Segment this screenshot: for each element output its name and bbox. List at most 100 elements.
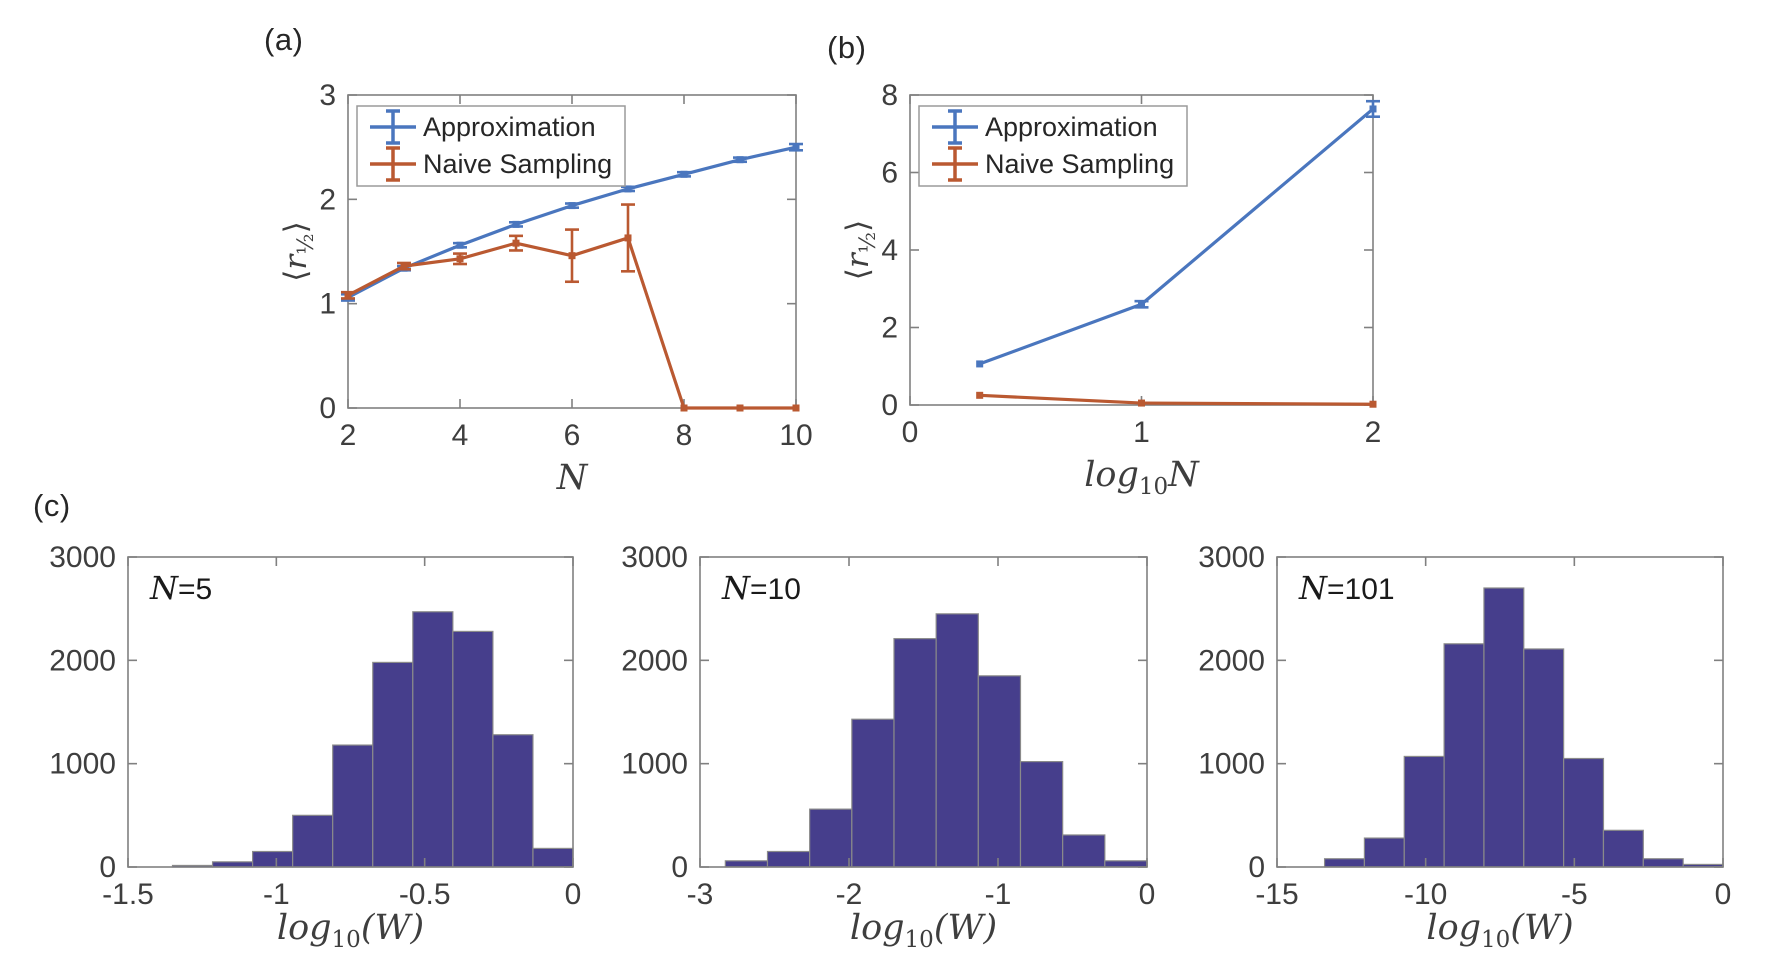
svg-text:0: 0	[902, 416, 919, 449]
legend-entry: Naive Sampling	[985, 149, 1174, 179]
ticks: -15 -10 -5 0 0 1000 2000 3000	[1198, 541, 1731, 911]
chart-c1: -1.5 -1 -0.5 0 0 1000 2000 3000 N=5 log10(W)	[49, 541, 581, 953]
series-approximation	[341, 142, 803, 302]
ticks: 0 1 2 0 2 4 6 8	[881, 79, 1381, 449]
histogram-bar	[1642, 858, 1684, 868]
x-axis-label: log10N	[1084, 455, 1200, 500]
svg-text:-2: -2	[836, 878, 863, 911]
histogram-bars	[1323, 587, 1724, 868]
y-axis-label: ⟨r½⟩	[278, 221, 319, 281]
svg-text:0: 0	[99, 851, 116, 884]
histogram-bars	[724, 613, 1148, 868]
svg-text:-10: -10	[1404, 878, 1447, 911]
svg-text:2000: 2000	[621, 644, 688, 677]
histogram-bars	[171, 611, 574, 868]
svg-text:10: 10	[779, 419, 812, 452]
chart-b: 0 1 2 0 2 4 6 8 Approximation Naive Sampling log10…	[840, 79, 1381, 500]
panel-label-b: (b)	[827, 30, 867, 65]
svg-text:-1.5: -1.5	[102, 878, 154, 911]
histogram-bar	[1323, 858, 1366, 868]
svg-text:4: 4	[881, 234, 898, 267]
svg-text:0: 0	[881, 389, 898, 422]
series-approximation	[976, 99, 1380, 368]
histogram-bar	[532, 847, 574, 868]
svg-text:0: 0	[1139, 878, 1156, 911]
histogram-bar	[766, 850, 811, 868]
histogram-bar	[724, 860, 769, 868]
svg-text:3000: 3000	[1198, 541, 1265, 574]
svg-text:2: 2	[340, 419, 357, 452]
histogram-bar	[809, 808, 853, 868]
histogram-bar	[851, 718, 895, 868]
svg-text:2: 2	[881, 312, 898, 345]
chart-c3: -15 -10 -5 0 0 1000 2000 3000 N=101 log10(W)	[1198, 541, 1731, 953]
svg-text:1000: 1000	[1198, 748, 1265, 781]
svg-text:0: 0	[671, 851, 688, 884]
histogram-bar	[1443, 643, 1485, 868]
annotation: N=5	[149, 569, 212, 607]
annotation: N=101	[1298, 569, 1395, 607]
svg-text:8: 8	[676, 419, 693, 452]
histogram-bar	[1062, 834, 1106, 868]
histogram-bar	[1523, 648, 1565, 868]
histogram-bar	[893, 638, 937, 868]
chart-a: 2 4 6 8 10 0 1 2 3 Approximation Naive Sampling N ⟨r…	[278, 79, 813, 498]
histogram-bar	[1602, 829, 1644, 868]
svg-text:1000: 1000	[49, 748, 116, 781]
svg-text:3000: 3000	[49, 541, 116, 574]
svg-text:2: 2	[319, 183, 336, 216]
svg-text:1: 1	[1133, 416, 1150, 449]
y-axis-label: ⟨r½⟩	[840, 220, 881, 280]
histogram-bar	[452, 630, 494, 868]
histogram-bar	[412, 611, 454, 868]
legend: Approximation Naive Sampling	[356, 105, 626, 187]
histogram-bar	[492, 734, 534, 868]
svg-text:2000: 2000	[1198, 644, 1265, 677]
histogram-bar	[292, 814, 334, 868]
histogram-bar	[252, 850, 294, 868]
histogram-bar	[1019, 760, 1064, 868]
x-axis-label: log10(W)	[850, 908, 997, 953]
svg-text:6: 6	[881, 157, 898, 190]
svg-text:8: 8	[881, 79, 898, 112]
svg-text:0: 0	[1715, 878, 1732, 911]
ticks: -3 -2 -1 0 0 1000 2000 3000	[621, 541, 1155, 911]
histogram-bar	[1363, 837, 1405, 868]
svg-text:-5: -5	[1561, 878, 1588, 911]
svg-text:-0.5: -0.5	[399, 878, 451, 911]
legend: Approximation Naive Sampling	[918, 105, 1188, 187]
svg-text:6: 6	[564, 419, 581, 452]
svg-text:2: 2	[1365, 416, 1382, 449]
axes-box	[127, 556, 574, 868]
histogram-bar	[372, 661, 414, 868]
svg-text:0: 0	[1248, 851, 1265, 884]
annotation: N=10	[721, 569, 801, 607]
axes-box	[1276, 556, 1724, 868]
svg-text:3000: 3000	[621, 541, 688, 574]
svg-text:1000: 1000	[621, 748, 688, 781]
ticks: -1.5 -1 -0.5 0 0 1000 2000 3000	[49, 541, 581, 911]
histogram-bar	[935, 613, 979, 868]
svg-text:0: 0	[565, 878, 582, 911]
histogram-bar	[332, 744, 374, 868]
axes-box	[699, 556, 1148, 868]
svg-text:-1: -1	[985, 878, 1012, 911]
histogram-bar	[1483, 587, 1525, 868]
panel-label-a: (a)	[264, 22, 304, 57]
svg-text:1: 1	[319, 288, 336, 321]
histogram-bar	[1563, 757, 1605, 868]
histogram-bar	[1104, 860, 1148, 868]
svg-text:-15: -15	[1255, 878, 1298, 911]
svg-text:4: 4	[452, 419, 469, 452]
svg-text:3: 3	[319, 79, 336, 112]
svg-text:-1: -1	[263, 878, 290, 911]
svg-text:-3: -3	[687, 878, 714, 911]
svg-text:2000: 2000	[49, 644, 116, 677]
legend-entry: Naive Sampling	[423, 149, 612, 179]
svg-text:0: 0	[319, 392, 336, 425]
x-axis-label: log10(W)	[277, 908, 424, 953]
panel-label-c: (c)	[33, 488, 71, 523]
histogram-bar	[1403, 755, 1445, 868]
